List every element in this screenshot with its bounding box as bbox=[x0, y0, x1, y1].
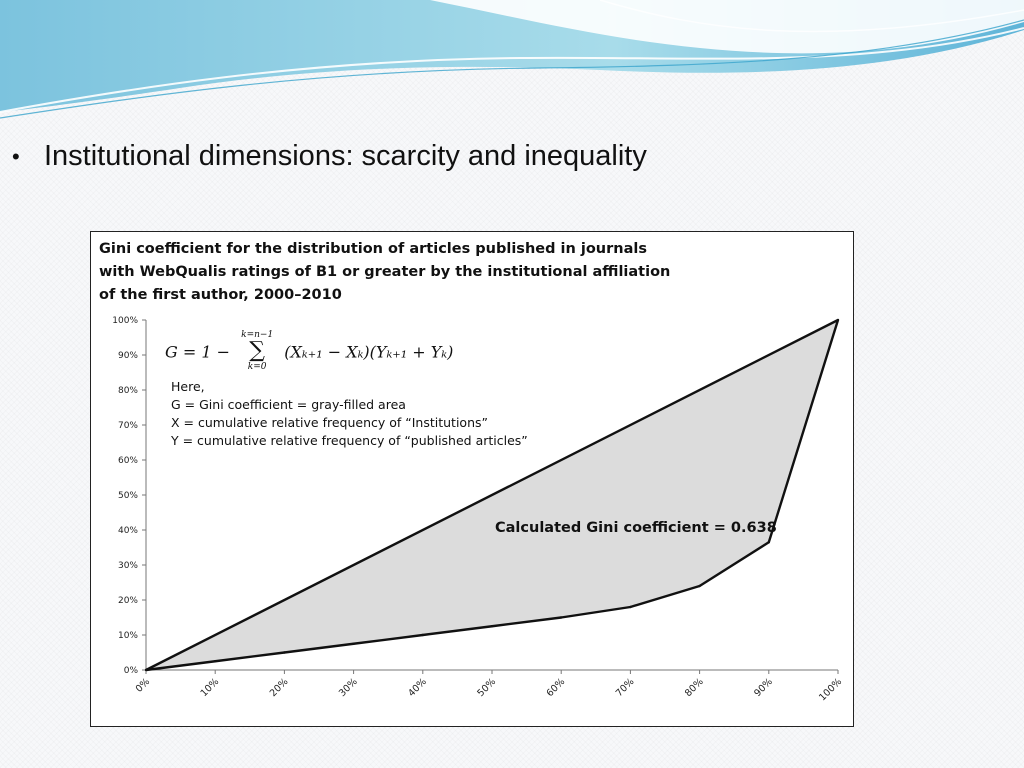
lorenz-point bbox=[352, 642, 355, 645]
y-tick-label: 50% bbox=[118, 491, 138, 501]
note-line: Y = cumulative relative frequency of “pu… bbox=[171, 433, 528, 448]
slide-heading: Institutional dimensions: scarcity and i… bbox=[44, 140, 647, 172]
chart-plot-area: 0% 10% 20% 30% 40% 50% 60% 70% 80% 90% 100% 0% 10% 20… bbox=[112, 316, 844, 703]
y-tick-label: 10% bbox=[118, 631, 138, 641]
chart-title: Gini coefficient for the distribution of… bbox=[99, 238, 719, 307]
x-tick-label: 10% bbox=[199, 676, 222, 699]
lorenz-point bbox=[490, 625, 494, 628]
header-wave-decoration bbox=[0, 0, 1024, 119]
gini-chart: Gini coefficient for the distribution of… bbox=[90, 231, 854, 727]
y-tick-label: 30% bbox=[118, 561, 138, 571]
chart-title-line-3: of the first author, 2000–2010 bbox=[99, 287, 342, 303]
summation-icon: ∑ bbox=[249, 338, 266, 363]
lorenz-point bbox=[421, 633, 424, 637]
lorenz-point bbox=[767, 541, 770, 544]
formula-lower-limit: k=0 bbox=[247, 362, 267, 372]
lorenz-point bbox=[560, 616, 563, 619]
lorenz-point bbox=[283, 651, 286, 654]
lorenz-point bbox=[698, 584, 701, 588]
x-tick-label: 70% bbox=[614, 676, 637, 699]
x-tick-label: 0% bbox=[134, 676, 152, 694]
y-tick-label: 70% bbox=[118, 421, 138, 431]
y-tick-label: 100% bbox=[112, 316, 138, 326]
lorenz-point bbox=[629, 605, 632, 609]
x-tick-label: 80% bbox=[683, 676, 706, 699]
y-tick-label: 90% bbox=[118, 351, 138, 361]
x-tick-label: 30% bbox=[337, 676, 360, 699]
x-tick-label: 50% bbox=[475, 676, 498, 699]
lorenz-point bbox=[144, 668, 148, 672]
lorenz-point bbox=[214, 660, 217, 663]
x-tick-label: 60% bbox=[545, 676, 568, 699]
chart-title-line-2: with WebQualis ratings of B1 or greater … bbox=[99, 264, 671, 280]
equality-line bbox=[145, 318, 839, 672]
formula-lhs: G = 1 − bbox=[165, 342, 231, 362]
lorenz-point bbox=[836, 318, 840, 322]
y-tick-label: 60% bbox=[118, 456, 138, 466]
note-line: Here, bbox=[171, 379, 205, 394]
x-tick-label: 90% bbox=[752, 676, 775, 699]
gini-formula: G = 1 − k=n−1 ∑ k=0 (Xₖ₊₁ − Xₖ)(Yₖ₊₁ + Y… bbox=[165, 330, 454, 374]
y-tick-label: 80% bbox=[118, 386, 138, 396]
formula-summation: k=n−1 ∑ k=0 bbox=[241, 330, 273, 372]
y-tick-label: 0% bbox=[124, 666, 139, 676]
x-tick-label: 40% bbox=[406, 676, 429, 699]
note-line: G = Gini coefficient = gray-filled area bbox=[171, 397, 406, 412]
formula-upper-limit: k=n−1 bbox=[241, 330, 274, 340]
y-tick-label: 40% bbox=[118, 526, 138, 536]
bullet-icon: • bbox=[12, 143, 20, 169]
formula-term: (Xₖ₊₁ − Xₖ)(Yₖ₊₁ + Yₖ) bbox=[284, 342, 454, 362]
formula-notes: Here, G = Gini coefficient = gray-filled… bbox=[171, 378, 528, 450]
x-tick-label: 20% bbox=[268, 676, 291, 699]
slide-bullet-line: • Institutional dimensions: scarcity and… bbox=[12, 140, 647, 173]
gini-result-annotation: Calculated Gini coefficient = 0.638 bbox=[495, 520, 777, 536]
x-tick-label: 100% bbox=[817, 676, 844, 703]
chart-title-line-1: Gini coefficient for the distribution of… bbox=[99, 241, 647, 257]
y-tick-label: 20% bbox=[118, 596, 138, 606]
note-line: X = cumulative relative frequency of “In… bbox=[171, 415, 488, 430]
